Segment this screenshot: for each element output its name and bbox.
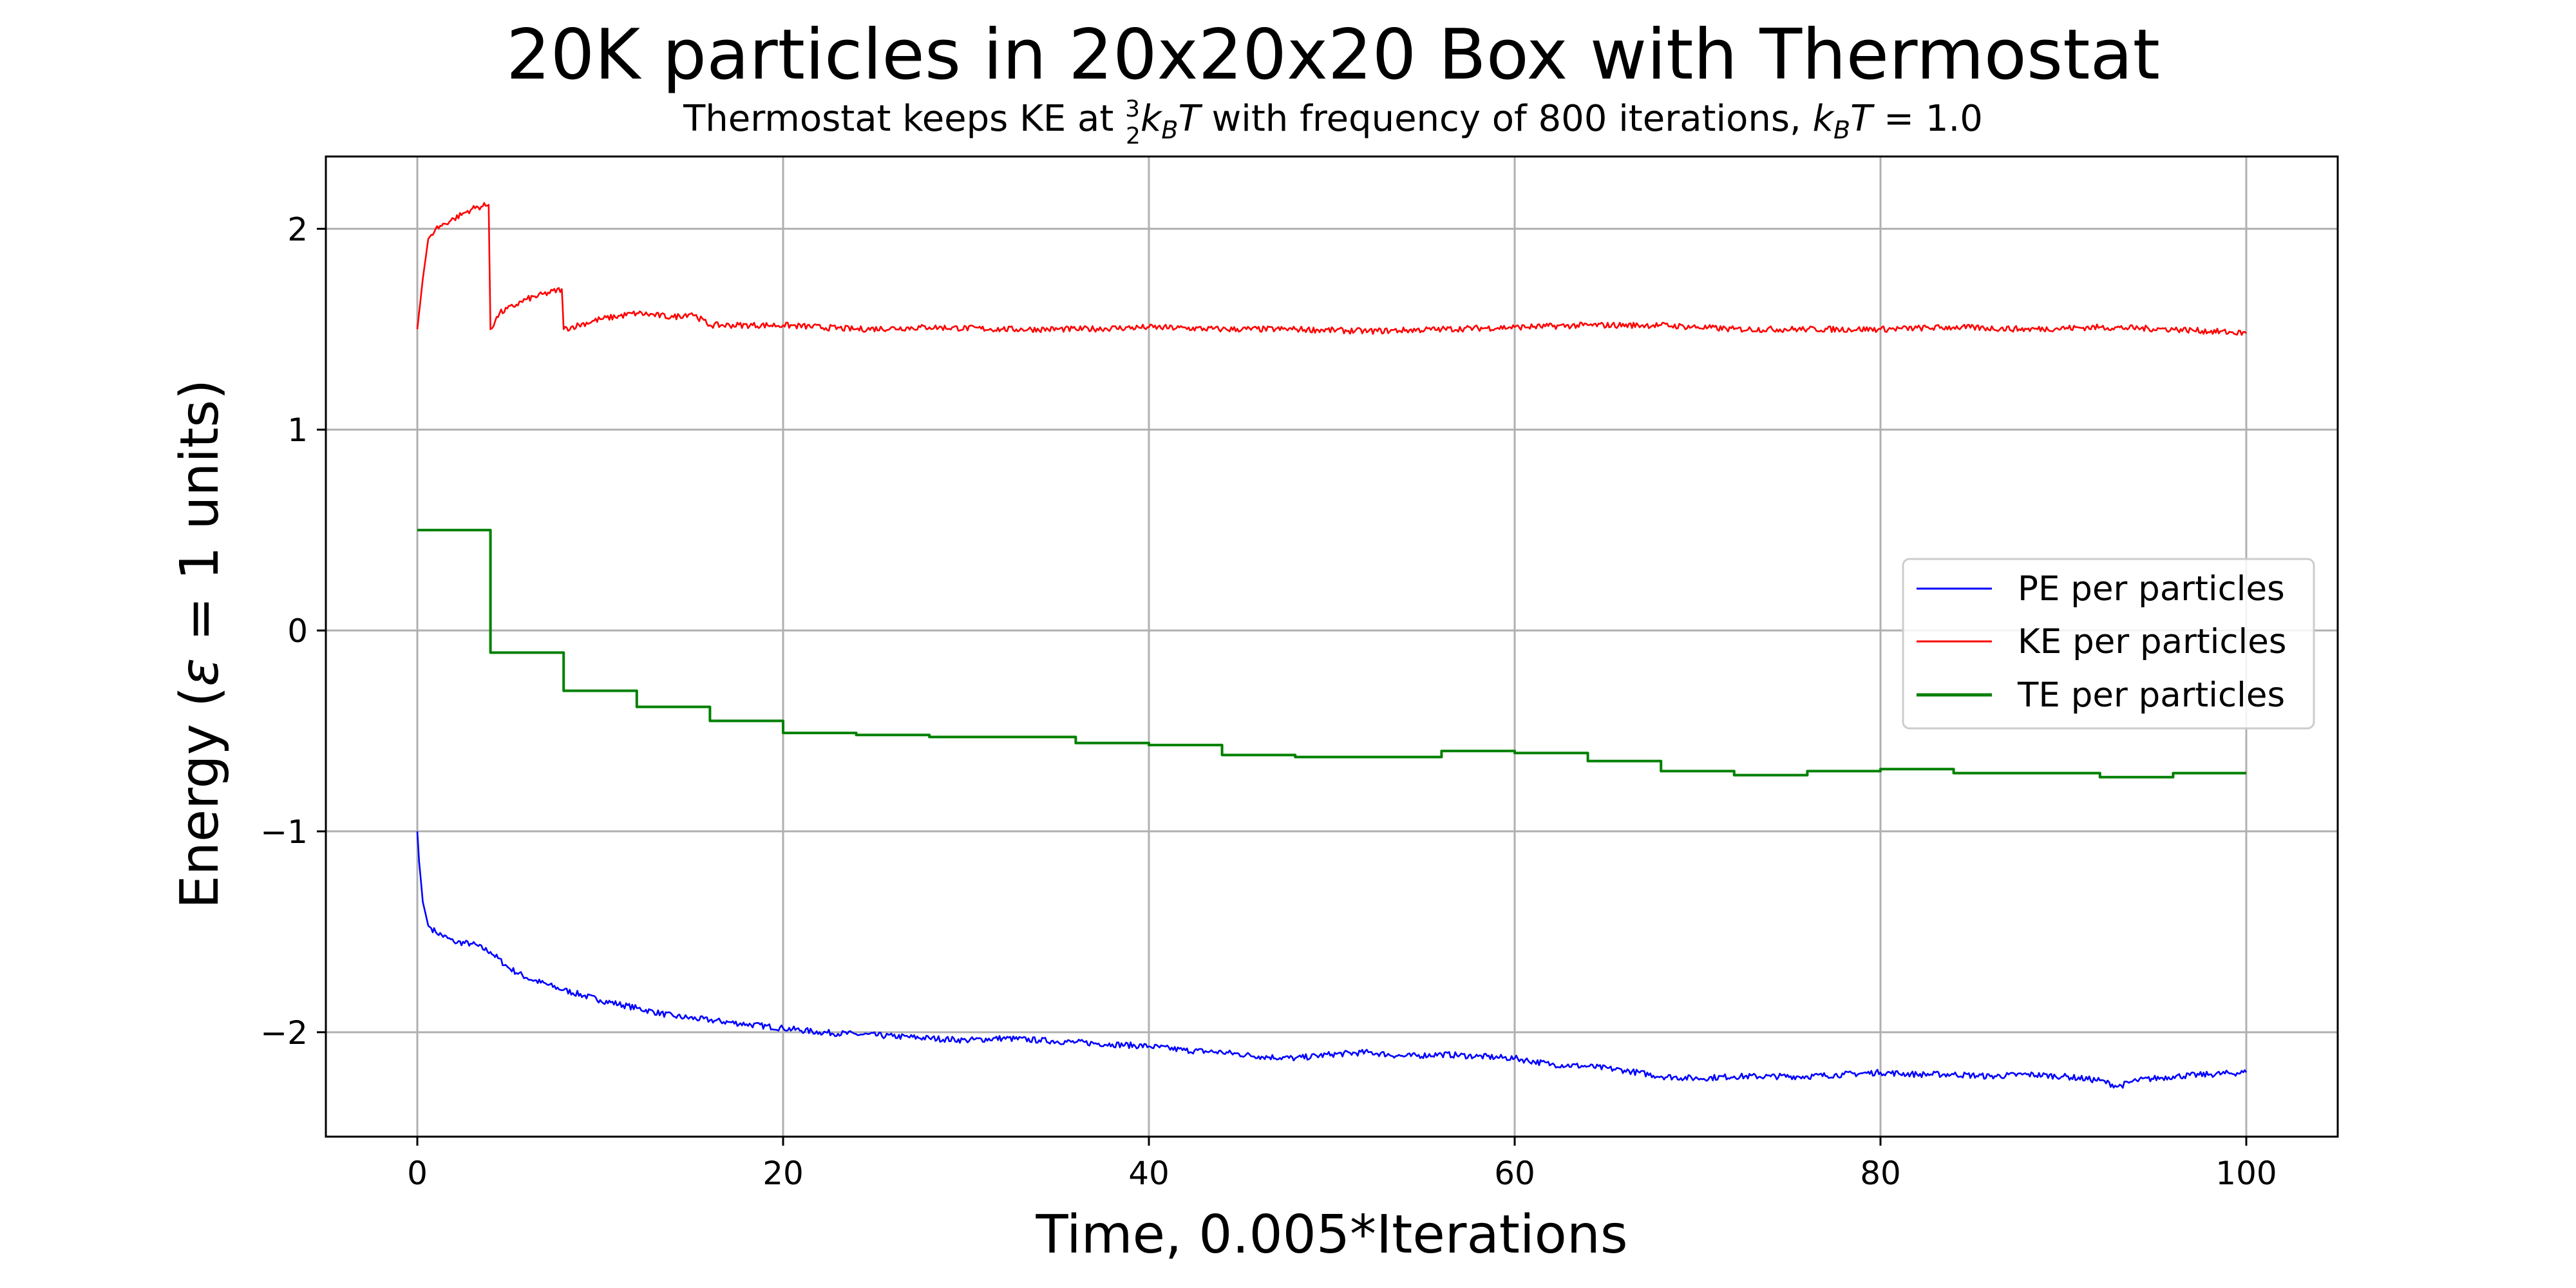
legend-label-te: TE per particles (2017, 676, 2285, 715)
x-tick-label: 0 (407, 1155, 428, 1192)
series-line-pe (416, 831, 2248, 1089)
x-axis-ticks: 0 20 40 60 80 100 (407, 1137, 2277, 1192)
y-tick-label: 0 (287, 612, 308, 650)
x-tick-label: 100 (2215, 1155, 2277, 1192)
legend-box (1902, 558, 2315, 730)
series-line-ke (416, 202, 2247, 336)
chart-title: 20K particles in 20x20x20 Box with Therm… (506, 15, 2160, 95)
x-axis-label: Time, 0.005*Iterations (1035, 1204, 1627, 1265)
series-line-te (417, 529, 2246, 779)
y-tick-label: 2 (287, 211, 308, 248)
y-tick-label: 1 (287, 412, 308, 449)
plot-frame (325, 155, 2339, 1138)
x-tick-label: 80 (1860, 1155, 1901, 1192)
legend: PE per particles KE per particles TE per… (1902, 558, 2315, 730)
y-tick-label: −1 (260, 813, 308, 851)
x-tick-label: 40 (1128, 1155, 1170, 1192)
x-tick-label: 20 (762, 1155, 804, 1192)
legend-label-ke: KE per particles (2018, 622, 2286, 661)
legend-label-pe: PE per particles (2018, 569, 2285, 609)
x-tick-label: 60 (1494, 1155, 1535, 1192)
series-layer (416, 202, 2248, 1089)
y-axis-ticks: 2 1 0 −1 −2 (260, 211, 326, 1052)
y-tick-label: −2 (260, 1014, 308, 1052)
chart-subtitle: Thermostat keeps KE at 3 2kBT with freque… (683, 96, 1983, 149)
y-axis-label: Energy (ε = 1 units) (169, 379, 231, 909)
